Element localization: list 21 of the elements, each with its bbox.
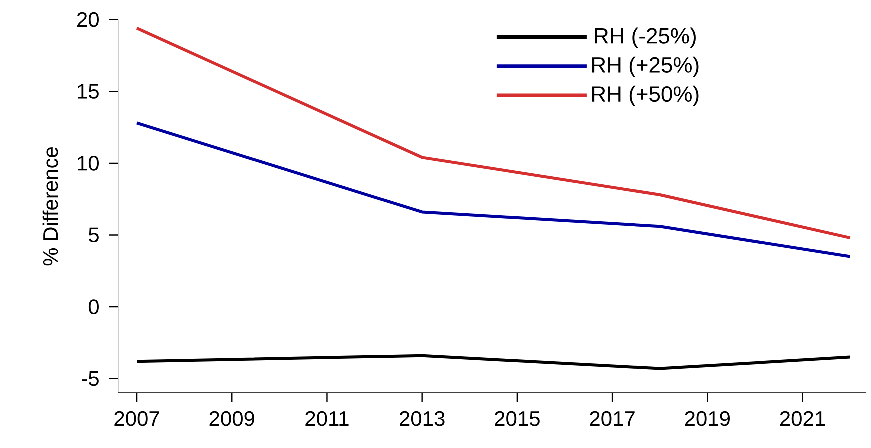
x-tick-label: 2021 (780, 411, 826, 426)
y-tick-label: 10 (78, 156, 99, 171)
y-tick-label: 5 (88, 228, 99, 243)
x-tick-label: 2019 (685, 411, 730, 426)
y-tick-label: -5 (82, 372, 99, 386)
line-series (136, 354, 852, 370)
line-series (136, 26, 852, 240)
x-tick-label: 2017 (590, 411, 635, 426)
y-tick-label: 0 (88, 300, 99, 314)
y-tick-label: 15 (78, 84, 99, 99)
legend-label: RH (-25%) (595, 28, 696, 48)
x-tick-label: 2013 (400, 411, 445, 426)
legend-label: RH (+50%) (592, 86, 699, 106)
x-tick-label: 2009 (210, 411, 254, 426)
x-tick-label: 2015 (495, 411, 540, 426)
y-tick-label: 20 (78, 12, 99, 28)
x-tick-label: 2011 (306, 411, 349, 426)
legend-label: RH (+25%) (592, 56, 699, 78)
line-series (136, 122, 852, 258)
y-axis-title: % Difference (42, 148, 58, 266)
x-tick-label: 2007 (114, 411, 160, 426)
